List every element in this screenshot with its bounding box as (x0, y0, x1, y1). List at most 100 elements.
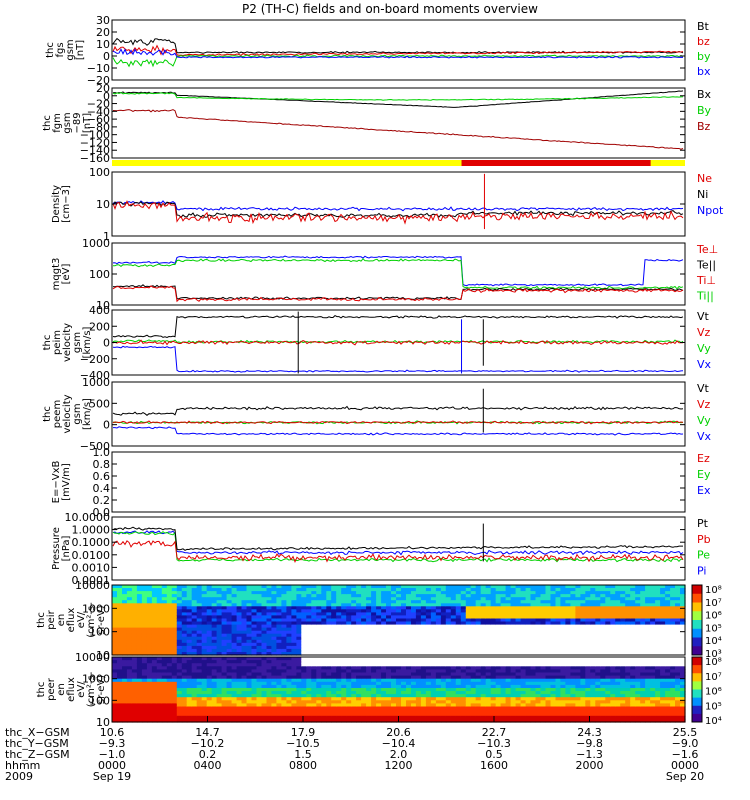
y-tick-label-6: 0.0 (93, 506, 111, 519)
y-tick-label-6: 0.6 (93, 470, 111, 483)
y-tick-label-7: 0.0100 (72, 549, 111, 562)
legend-0-1: bz (697, 35, 710, 48)
colorbar-9 (692, 689, 702, 699)
x-axis-value-y-4: −10.3 (477, 737, 511, 750)
y-axis-label-2: Density (51, 185, 62, 223)
y-axis-label-1: thc (42, 115, 53, 131)
y-tick-label-2: 100 (89, 166, 110, 179)
legend-6-0: Ez (697, 452, 710, 465)
y-tick-label-9: 100 (89, 694, 110, 707)
y-tick-label-0: 0 (103, 50, 110, 63)
series-by (112, 54, 684, 68)
y-axis-label-9: eflux (66, 677, 77, 702)
y-tick-label-1: −120 (80, 136, 110, 149)
colorbar-label-8-3: 10⁵ (705, 623, 722, 634)
x-axis-value-t-5: 2000 (576, 759, 604, 772)
legend-4-2: Vy (697, 342, 711, 355)
y-axis-label-8: sr-eV) (96, 605, 107, 634)
y-tick-label-2: 1 (103, 230, 110, 243)
panel-frame-0 (111, 19, 686, 81)
x-axis-value-x-3: 20.6 (386, 726, 411, 739)
x-axis-value-y-3: −10.4 (382, 737, 416, 750)
legend-1-2: Bz (697, 120, 711, 133)
y-tick-label-5: 500 (89, 397, 110, 410)
legend-0-3: bx (697, 65, 711, 78)
y-axis-label-4: [km/s] (82, 326, 93, 358)
y-tick-label-3: 1000 (82, 237, 110, 250)
legend-0-2: by (697, 50, 711, 63)
y-axis-label-5: velocity (62, 394, 73, 433)
y-tick-label-6: 0.2 (93, 494, 111, 507)
legend-2-1: Ni (697, 188, 708, 201)
y-axis-label-0: fgs (55, 42, 66, 57)
series-Te-perp (112, 285, 684, 303)
y-axis-label-5: peem (52, 400, 63, 428)
y-tick-label-4: −200 (80, 353, 110, 366)
colorbar-8 (692, 637, 702, 647)
y-axis-label-0: [nT] (75, 40, 86, 60)
colorbar-label-9-4: 10⁴ (705, 716, 722, 727)
y-tick-label-0: 30 (96, 14, 110, 27)
series-bx (112, 48, 684, 59)
y-tick-label-3: 100 (89, 268, 110, 281)
series-By (112, 92, 684, 101)
y-axis-label-5: [km/s] (82, 398, 93, 430)
x-axis-value-z-3: 2.0 (390, 748, 408, 761)
series-Npot (112, 200, 684, 212)
y-tick-label-7: 10.0000 (65, 511, 111, 524)
y-axis-label-1: fgm (52, 113, 63, 133)
colorbar-9 (692, 681, 702, 690)
x-axis-date-6: Sep 20 (666, 770, 704, 783)
y-tick-label-1: −100 (80, 129, 110, 142)
series-Vt-peem (112, 405, 684, 416)
y-tick-label-8: 100 (89, 626, 110, 639)
colorbar-8 (692, 628, 702, 638)
y-tick-label-6: 1.0 (93, 446, 111, 459)
y-axis-label-0: gsm (65, 39, 76, 60)
legend-3-3: Ti|| (696, 290, 714, 303)
x-axis-value-t-2: 0800 (289, 759, 317, 772)
series-Vz-peim (112, 339, 684, 346)
legend-6-2: Ex (697, 484, 711, 497)
y-axis-label-9: thc (36, 682, 47, 698)
x-axis-row-label-1: thc_Y−GSM (5, 737, 69, 750)
colorbar-label-9-3: 10⁵ (705, 701, 722, 712)
y-axis-label-9: eV/ (76, 681, 87, 698)
x-axis-value-z-4: 0.5 (485, 748, 503, 761)
y-tick-label-9: 1000 (82, 673, 110, 686)
y-axis-label-0: thc (45, 42, 56, 58)
y-tick-label-6: 0.8 (93, 458, 111, 471)
x-axis-value-x-2: 17.9 (291, 726, 316, 739)
y-axis-label-1: gsm (62, 112, 73, 133)
panel-frame-7 (111, 516, 686, 581)
x-axis-date-0: Sep 19 (93, 770, 131, 783)
series-Ne (112, 200, 684, 225)
legend-3-0: Te⊥ (696, 243, 718, 256)
series-Vz-peem (112, 420, 684, 425)
x-axis-value-y-1: −10.2 (191, 737, 225, 750)
y-axis-label-9: en (56, 683, 67, 696)
legend-5-2: Vy (697, 414, 711, 427)
legend-0-0: Bt (697, 20, 710, 33)
x-axis-value-t-6: 0000 (671, 759, 699, 772)
y-axis-label-8: en (56, 614, 67, 627)
y-axis-label-3: mqgt3 (51, 258, 62, 291)
x-axis-value-x-0: 10.6 (100, 726, 125, 739)
chart-title: P2 (TH-C) fields and on-board moments ov… (242, 2, 538, 16)
x-axis-row-label-4: 2009 (5, 770, 33, 783)
x-axis-value-t-1: 0400 (194, 759, 222, 772)
colorbar-label-9-1: 10⁷ (705, 672, 722, 683)
legend-2-0: Ne (697, 172, 712, 185)
x-axis-value-y-2: −10.5 (286, 737, 320, 750)
colorbar-frame-8 (691, 584, 703, 656)
y-tick-label-8: 1000 (82, 602, 110, 615)
y-axis-label-8: eflux (66, 608, 77, 633)
y-tick-label-4: 400 (89, 304, 110, 317)
y-tick-label-9: 10 (96, 716, 110, 729)
colorbar-8 (692, 602, 702, 612)
y-tick-label-1: −40 (87, 105, 110, 118)
panel-frame-3 (111, 242, 686, 306)
legend-2-2: Npot (697, 204, 724, 217)
legend-7-1: Pb (697, 533, 711, 546)
